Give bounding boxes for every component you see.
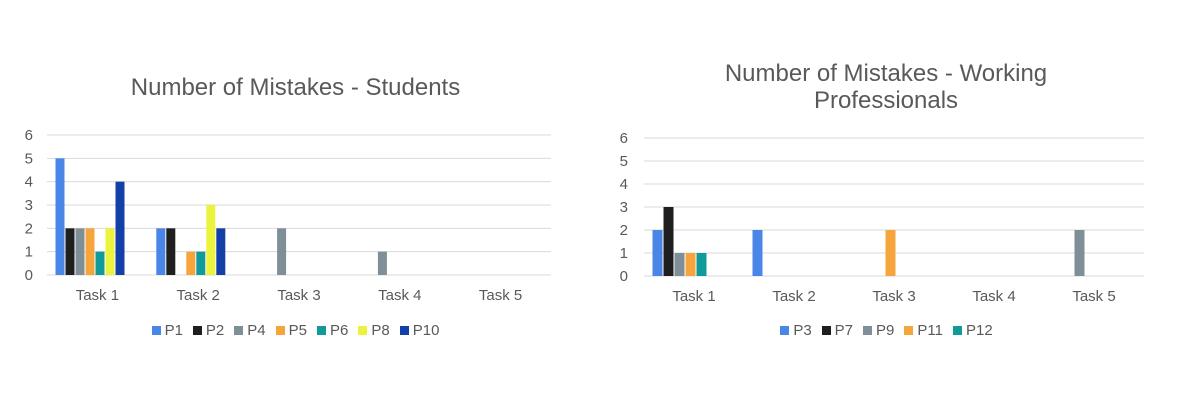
legend-label: P6 [330, 321, 349, 339]
chart-title-line: Professionals [813, 87, 959, 114]
y-tick-label: 4 [25, 174, 33, 191]
bar-p6-task-2 [196, 251, 206, 275]
x-tick-label: Task 3 [872, 288, 915, 305]
legend-label: P10 [412, 321, 440, 339]
y-tick-label: 3 [620, 199, 628, 216]
legend-item-p12: P12 [952, 321, 993, 339]
x-tick-label: Task 5 [479, 287, 522, 304]
chart-title: Number of Mistakes - Working Professiona… [591, 60, 1181, 114]
bar-p10-task-2 [216, 228, 226, 275]
legend-item-p2: P2 [192, 321, 225, 339]
legend-label: P5 [288, 321, 307, 339]
legend-label: P4 [247, 321, 266, 339]
legend-swatch [780, 325, 790, 335]
bar-p2-task-1 [65, 228, 75, 275]
legend-item-p5: P5 [275, 321, 307, 339]
legend-swatch [192, 325, 202, 335]
bar-p1-task-2 [156, 228, 166, 275]
x-tick-label: Task 2 [177, 287, 220, 304]
y-tick-label: 1 [620, 245, 628, 262]
y-tick-label: 3 [25, 197, 33, 214]
y-tick-label: 5 [25, 150, 33, 167]
bar-p9-task-1 [674, 253, 685, 276]
x-tick-label: Task 4 [972, 288, 1015, 305]
bar-p10-task-1 [115, 181, 125, 275]
bar-p9-task-5 [1074, 230, 1085, 276]
bar-p11-task-3 [885, 230, 896, 276]
legend: P1 P2 P4 P5 P6 P8 P10 [0, 320, 591, 340]
bar-p3-task-2 [752, 230, 763, 276]
x-tick-label: Task 5 [1072, 288, 1115, 305]
legend-label: P3 [793, 321, 812, 339]
legend-label: P2 [205, 321, 225, 339]
y-tick-label: 1 [25, 244, 33, 261]
legend: P3 P7 P9 P11 P12 [591, 320, 1182, 340]
y-tick-label: 6 [25, 127, 33, 144]
legend-label: P12 [965, 321, 993, 339]
x-tick-label: Task 1 [76, 287, 119, 304]
legend-label: P7 [834, 321, 854, 339]
chart-title-line: Number of Mistakes - Students [130, 74, 461, 101]
bar-p4-task-3 [277, 228, 287, 275]
plot-area: 0 1 2 3 4 5 6 Task 1 Task 2 Task 3 Task 4 Task 5 [620, 130, 1144, 305]
y-tick-label: 0 [25, 267, 33, 284]
y-tick-label: 2 [620, 222, 628, 239]
y-tick-label: 4 [620, 176, 628, 193]
legend-label: P9 [876, 321, 895, 339]
legend-swatch [358, 325, 368, 335]
legend-item-p8: P8 [358, 321, 390, 339]
legend-item-p6: P6 [317, 322, 348, 339]
bar-p4-task-1 [75, 228, 85, 275]
bar-p8-task-1 [105, 228, 115, 275]
legend-label: P11 [917, 321, 943, 339]
bar-p3-task-1 [652, 230, 663, 276]
legend-swatch [151, 325, 161, 335]
x-tick-label: Task 2 [772, 288, 815, 305]
chart-students: Number of Mistakes - Students 0 1 2 3 4 5 6 Tas… [0, 74, 591, 340]
bar-p8-task-2 [206, 205, 216, 275]
x-tick-label: Task 4 [378, 287, 421, 304]
legend-item-p4: P4 [234, 321, 266, 339]
bar-p1-task-1 [55, 158, 65, 275]
legend-swatch [317, 325, 326, 335]
legend-item-p3: P3 [780, 321, 812, 339]
y-tick-label: 2 [25, 220, 33, 237]
bar-p11-task-1 [685, 253, 696, 276]
legend-swatch [234, 325, 244, 335]
bar-p5-task-2 [186, 251, 196, 275]
legend-swatch [952, 325, 962, 335]
bar-p4-task-4 [377, 251, 387, 275]
legend-label: P1 [164, 321, 183, 339]
y-tick-label: 5 [620, 153, 628, 170]
y-tick-label: 6 [620, 130, 628, 147]
legend-swatch [904, 325, 914, 335]
legend-item-p10: P10 [399, 321, 440, 339]
legend-swatch [863, 325, 873, 335]
legend-item-p7: P7 [821, 321, 854, 339]
legend-label: P8 [371, 321, 390, 339]
chart-working-professionals: Number of Mistakes - Working Professiona… [591, 0, 1182, 402]
bar-p7-task-1 [663, 207, 674, 276]
legend-item-p9: P9 [863, 322, 894, 339]
legend-swatch [275, 325, 285, 335]
chart-title-line: Number of Mistakes - Working [724, 60, 1048, 87]
bar-p12-task-1 [696, 253, 707, 276]
bar-p6-task-1 [95, 251, 105, 275]
y-tick-label: 0 [620, 268, 628, 285]
x-tick-label: Task 1 [672, 288, 715, 305]
legend-swatch [399, 325, 409, 335]
chart-title: Number of Mistakes - Students [0, 74, 591, 101]
x-tick-label: Task 3 [277, 287, 320, 304]
legend-swatch [821, 325, 831, 335]
plot-area: 0 1 2 3 4 5 6 Task 1 Task 2 Task 3 Task 4 Task 5 [25, 127, 551, 304]
legend-item-p11: P11 [904, 322, 943, 339]
legend-item-p1: P1 [151, 321, 183, 339]
bar-p2-task-2 [166, 228, 176, 275]
bar-p5-task-1 [85, 228, 95, 275]
